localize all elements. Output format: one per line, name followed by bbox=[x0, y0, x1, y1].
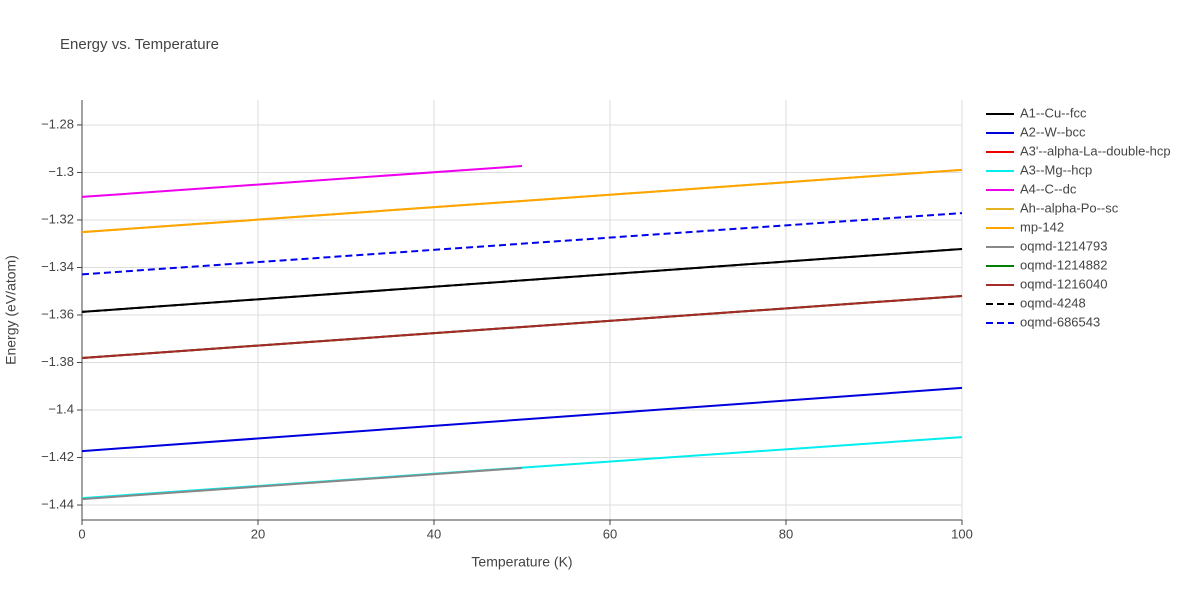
y-tick-label: −1.4 bbox=[48, 401, 74, 416]
x-tick-label: 40 bbox=[427, 526, 441, 541]
x-tick-label: 60 bbox=[603, 526, 617, 541]
legend-label: A1--Cu--fcc bbox=[1020, 105, 1087, 120]
legend-label: oqmd-1214793 bbox=[1020, 238, 1107, 253]
y-tick-label: −1.36 bbox=[41, 306, 74, 321]
series-line bbox=[81, 294, 963, 359]
chart-title: Energy vs. Temperature bbox=[60, 36, 219, 53]
y-tick-label: −1.38 bbox=[41, 354, 74, 369]
legend-label: oqmd-4248 bbox=[1020, 295, 1086, 310]
legend-label: A3'--alpha-La--double-hcp bbox=[1020, 143, 1171, 158]
x-tick-label: 80 bbox=[779, 526, 793, 541]
series-line bbox=[81, 212, 963, 276]
legend-label: mp-142 bbox=[1020, 219, 1064, 234]
y-tick-label: −1.44 bbox=[41, 496, 74, 511]
legend-label: A4--C--dc bbox=[1020, 181, 1077, 196]
x-tick-label: 0 bbox=[78, 526, 85, 541]
series-line bbox=[81, 165, 523, 198]
y-tick-label: −1.42 bbox=[41, 449, 74, 464]
x-axis-label: Temperature (K) bbox=[471, 554, 572, 570]
legend-label: A3--Mg--hcp bbox=[1020, 162, 1092, 177]
series-line bbox=[81, 247, 963, 313]
legend-label: A2--W--bcc bbox=[1020, 124, 1086, 139]
x-tick-label: 20 bbox=[251, 526, 265, 541]
y-tick-label: −1.34 bbox=[41, 259, 74, 274]
legend-label: oqmd-1216040 bbox=[1020, 276, 1107, 291]
legend-label: Ah--alpha-Po--sc bbox=[1020, 200, 1119, 215]
x-tick-label: 100 bbox=[951, 526, 973, 541]
y-axis-label: Energy (eV/atom) bbox=[3, 255, 19, 365]
series-line bbox=[81, 386, 963, 453]
legend-label: oqmd-686543 bbox=[1020, 314, 1100, 329]
y-tick-label: −1.3 bbox=[48, 164, 74, 179]
legend-label: oqmd-1214882 bbox=[1020, 257, 1107, 272]
y-tick-label: −1.28 bbox=[41, 116, 74, 131]
series-line bbox=[81, 466, 523, 501]
series-line bbox=[81, 168, 963, 234]
y-tick-label: −1.32 bbox=[41, 211, 74, 226]
